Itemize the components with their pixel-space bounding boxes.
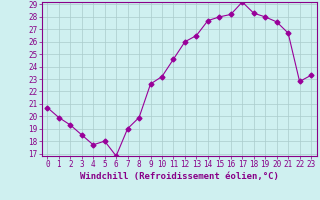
X-axis label: Windchill (Refroidissement éolien,°C): Windchill (Refroidissement éolien,°C) [80, 172, 279, 181]
